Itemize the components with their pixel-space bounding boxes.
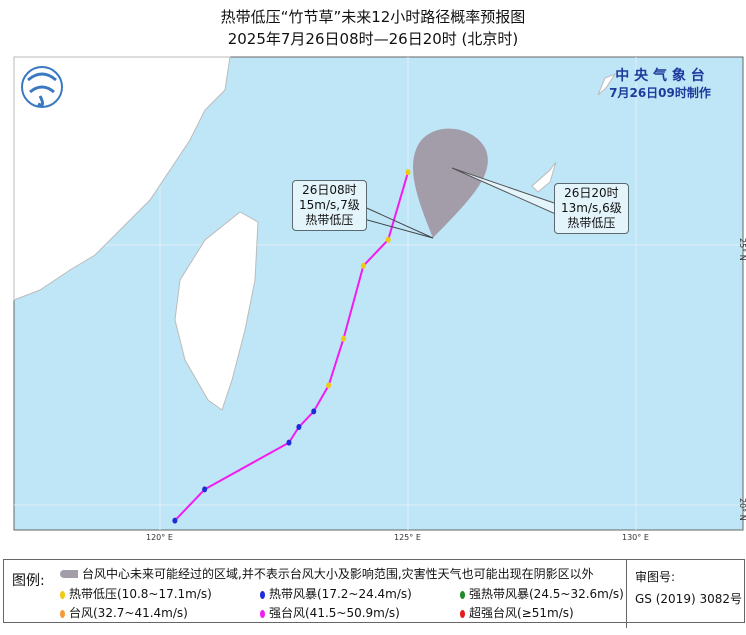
label-wind: 15m/s,7级	[299, 198, 360, 212]
review-box: 审图号: GS (2019) 3082号	[626, 560, 742, 628]
track-point	[326, 382, 332, 389]
legend-label: 强台风(41.5~50.9m/s)	[269, 606, 400, 620]
label-level: 热带低压	[305, 213, 354, 227]
intensity-dot-icon	[60, 610, 65, 618]
label-level: 热带低压	[567, 216, 616, 230]
legend-item: 热带风暴(17.2~24.4m/s)	[260, 585, 412, 602]
taiwan-island	[174, 211, 259, 411]
intensity-dot-icon	[460, 610, 465, 618]
legend-key: 图例:	[12, 573, 45, 589]
track-point	[286, 439, 292, 446]
point-label-2000: 26日20时 13m/s,6级 热带低压	[554, 183, 629, 234]
probability-cone	[413, 128, 488, 238]
legend-label: 台风(32.7~41.4m/s)	[69, 606, 188, 620]
legend-item: 台风(32.7~41.4m/s)	[60, 604, 188, 621]
intensity-dot-icon	[260, 610, 265, 618]
map-title: 热带低压“竹节草”未来12小时路径概率预报图	[220, 8, 526, 26]
track-point	[296, 424, 302, 430]
track-point	[172, 517, 178, 524]
issue-time: 7月26日09时制作	[609, 86, 711, 100]
cone-swatch-icon	[60, 570, 78, 578]
legend-item: 强台风(41.5~50.9m/s)	[260, 604, 400, 621]
lon-tick: 125° E	[394, 533, 421, 542]
lat-tick: 20° N	[738, 498, 746, 521]
review-number: GS (2019) 3082号	[635, 592, 742, 606]
track-point	[341, 335, 347, 342]
lon-tick: 120° E	[146, 533, 173, 542]
legend-label: 热带低压(10.8~17.1m/s)	[69, 587, 212, 601]
island	[597, 72, 617, 96]
lat-tick: 25° N	[738, 238, 746, 261]
track-point	[405, 169, 411, 176]
track-point	[311, 408, 317, 415]
label-pointer	[359, 204, 434, 239]
legend-label: 热带风暴(17.2~24.4m/s)	[269, 587, 412, 601]
intensity-dot-icon	[460, 591, 465, 599]
cone-description: 台风中心未来可能经过的区域,并不表示台风大小及影响范围,灾害性天气也可能出现在阴…	[82, 567, 594, 581]
label-time: 26日20时	[564, 186, 619, 200]
legend-label: 超强台风(≥51m/s)	[469, 606, 574, 620]
legend: 图例: 台风中心未来可能经过的区域,并不表示台风大小及影响范围,灾害性天气也可能…	[3, 559, 745, 628]
legend-item: 强热带风暴(24.5~32.6m/s)	[460, 585, 624, 602]
label-wind: 13m/s,6级	[561, 201, 622, 215]
track-line	[174, 171, 409, 522]
track-point	[360, 262, 366, 269]
track-point	[202, 486, 208, 493]
map-subtitle: 2025年7月26日08时—26日20时 (北京时)	[227, 30, 519, 48]
legend-label: 强热带风暴(24.5~32.6m/s)	[469, 587, 624, 601]
label-pointer	[359, 217, 434, 239]
review-label: 审图号:	[635, 570, 676, 584]
track-point	[385, 236, 391, 243]
cma-logo	[21, 66, 63, 108]
point-label-0800: 26日08时 15m/s,7级 热带低压	[292, 180, 367, 231]
intensity-dot-icon	[260, 591, 265, 599]
legend-item: 超强台风(≥51m/s)	[460, 604, 574, 621]
lon-tick: 130° E	[622, 533, 649, 542]
graticule	[14, 57, 743, 530]
agency-name: 中 央 气 象 台	[615, 68, 705, 84]
mainland-china	[13, 56, 231, 301]
okinawa-island	[531, 161, 557, 193]
forecast-map: 120° E 125° E 130° E 25° N 20° N	[13, 56, 746, 542]
label-time: 26日08时	[302, 183, 357, 197]
legend-item: 热带低压(10.8~17.1m/s)	[60, 585, 212, 602]
intensity-dot-icon	[60, 591, 65, 599]
